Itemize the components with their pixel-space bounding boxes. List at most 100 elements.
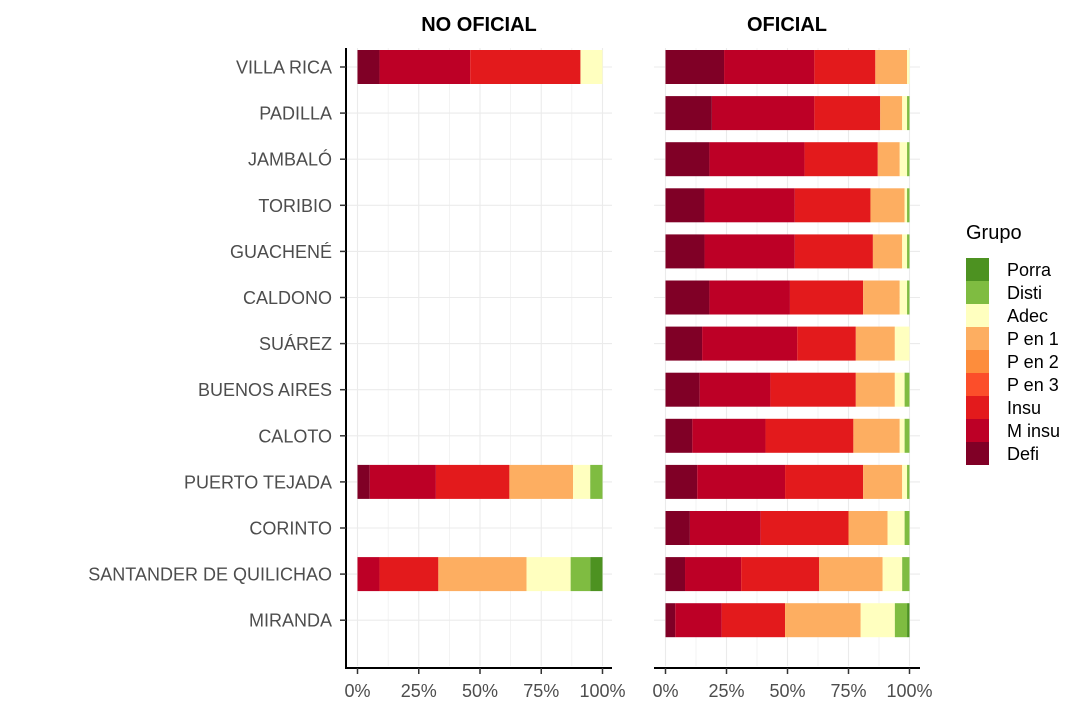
x-tick-label: 75%: [830, 681, 866, 701]
x-tick-label: 0%: [652, 681, 678, 701]
bar-segment-puerto-tejada-defi: [665, 464, 698, 499]
bar-segment-villa-rica-adec: [580, 50, 603, 84]
bar-segment-santander-de-quilichao-porra: [590, 557, 603, 592]
bar-segment-guachene-minsu: [704, 234, 795, 269]
legend-label-p3: P en 3: [1007, 375, 1059, 395]
bar-segment-padilla-adec: [902, 96, 908, 131]
bar-segment-miranda-disti: [894, 603, 908, 638]
bar-segment-puerto-tejada-p1: [509, 464, 574, 499]
bar-segment-toribio-insu: [794, 188, 871, 223]
bar-segment-santander-de-quilichao-adec: [882, 557, 903, 592]
bar-segment-villa-rica-minsu: [379, 50, 471, 84]
x-tick-label: 25%: [708, 681, 744, 701]
bar-segment-caloto-disti: [904, 418, 910, 453]
bar-segment-toribio-p1: [870, 188, 905, 223]
bar-segment-caloto-defi: [665, 418, 693, 453]
bar-segment-caldono-minsu: [709, 280, 790, 315]
bar-segment-toribio-defi: [665, 188, 705, 223]
bar-segment-santander-de-quilichao-minsu: [685, 557, 742, 592]
bar-segment-puerto-tejada-minsu: [697, 464, 786, 499]
bar-segment-caldono-disti: [907, 280, 910, 315]
bar-segment-puerto-tejada-insu: [435, 464, 510, 499]
legend-swatch-porra: [966, 258, 989, 281]
bar-segment-villa-rica-minsu: [724, 50, 815, 84]
bar-segment-corinto-insu: [760, 511, 849, 545]
bar-segment-villa-rica-p1: [875, 50, 908, 84]
bar-segment-buenos-aires-disti: [904, 372, 910, 407]
facet-oficial: OFICIAL 0% 25% 50% 75% 100%: [652, 14, 932, 701]
x-tick-label: 50%: [462, 681, 498, 701]
bar-segment-miranda-adec: [860, 603, 895, 638]
x-tick-label: 25%: [401, 681, 437, 701]
bar-segment-guachene-p1: [872, 234, 903, 269]
bar-segment-corinto-minsu: [689, 511, 761, 545]
category-label: PADILLA: [259, 104, 332, 124]
bar-segment-caloto-p1: [853, 418, 900, 453]
bar-segment-caloto-insu: [765, 418, 854, 453]
bar-segment-toribio-minsu: [704, 188, 795, 223]
bar-segment-puerto-tejada-minsu: [369, 464, 436, 499]
bar-segment-guachene-disti: [907, 234, 910, 269]
legend-label-defi: Defi: [1007, 444, 1039, 464]
legend-label-adec: Adec: [1007, 306, 1048, 326]
bar-segment-puerto-tejada-adec: [573, 464, 591, 499]
bar-segment-miranda-porra: [907, 603, 910, 638]
bar-segment-puerto-tejada-defi: [357, 464, 370, 499]
legend-swatch-p1: [966, 327, 989, 350]
bar-segment-guachene-adec: [902, 234, 908, 269]
bar-segment-santander-de-quilichao-insu: [741, 557, 820, 592]
bar-segment-padilla-minsu: [711, 96, 815, 131]
bar-segment-santander-de-quilichao-insu: [379, 557, 439, 592]
bar-segment-suarez-minsu: [702, 326, 798, 361]
category-label: VILLA RICA: [236, 58, 332, 78]
bar-segment-caldono-insu: [789, 280, 864, 315]
bar-segment-santander-de-quilichao-disti: [902, 557, 910, 592]
bar-segment-santander-de-quilichao-p1: [819, 557, 883, 592]
bar-segment-miranda-defi: [665, 603, 676, 638]
category-label: GUACHENÉ: [230, 242, 332, 262]
bar-segment-buenos-aires-p1: [855, 372, 895, 407]
legend-swatch-defi: [966, 442, 989, 465]
bar-segment-santander-de-quilichao-disti: [570, 557, 591, 592]
legend-swatch-p2: [966, 350, 989, 373]
bar-segment-puerto-tejada-adec: [902, 464, 908, 499]
bar-segment-suarez-defi: [665, 326, 703, 361]
category-label: SUÁREZ: [259, 334, 332, 354]
bar-segment-toribio-adec: [904, 188, 908, 223]
legend-swatch-adec: [966, 304, 989, 327]
bar-segment-guachene-defi: [665, 234, 705, 269]
legend-label-porra: Porra: [1007, 260, 1052, 280]
bar-segment-padilla-defi: [665, 96, 712, 131]
bar-segment-puerto-tejada-disti: [590, 464, 603, 499]
legend-swatch-disti: [966, 281, 989, 304]
bar-segment-villa-rica-defi: [357, 50, 380, 84]
bar-segment-jambalo-defi: [665, 142, 710, 177]
category-labels: VILLA RICA PADILLA JAMBALÓ TORIBIO GUACHENÉ C…: [88, 48, 347, 669]
legend-swatch-minsu: [966, 419, 989, 442]
category-label: PUERTO TEJADA: [184, 472, 332, 492]
bar-segment-buenos-aires-minsu: [699, 372, 771, 407]
category-label: CORINTO: [249, 519, 332, 539]
bar-segment-suarez-adec: [894, 326, 910, 361]
bar-segment-villa-rica-insu: [470, 50, 581, 84]
bar-segment-jambalo-disti: [907, 142, 910, 177]
bar-segment-miranda-p1: [785, 603, 861, 638]
bar-segment-corinto-defi: [665, 511, 690, 545]
bar-segment-padilla-insu: [814, 96, 881, 131]
bar-segment-jambalo-minsu: [709, 142, 805, 177]
bar-segment-puerto-tejada-disti: [907, 464, 910, 499]
category-label: TORIBIO: [258, 196, 332, 216]
category-label: BUENOS AIRES: [198, 380, 332, 400]
legend-swatch-p3: [966, 373, 989, 396]
bar-segment-corinto-adec: [887, 511, 905, 545]
bar-segment-buenos-aires-adec: [894, 372, 905, 407]
bar-segment-caloto-minsu: [692, 418, 766, 453]
bar-segment-miranda-minsu: [675, 603, 722, 638]
bar-segment-santander-de-quilichao-minsu: [357, 557, 380, 592]
bar-segment-villa-rica-insu: [814, 50, 876, 84]
facet-title: OFICIAL: [747, 14, 827, 36]
bar-segment-villa-rica-defi: [665, 50, 725, 84]
legend-label-p1: P en 1: [1007, 329, 1059, 349]
bar-segment-buenos-aires-insu: [770, 372, 856, 407]
